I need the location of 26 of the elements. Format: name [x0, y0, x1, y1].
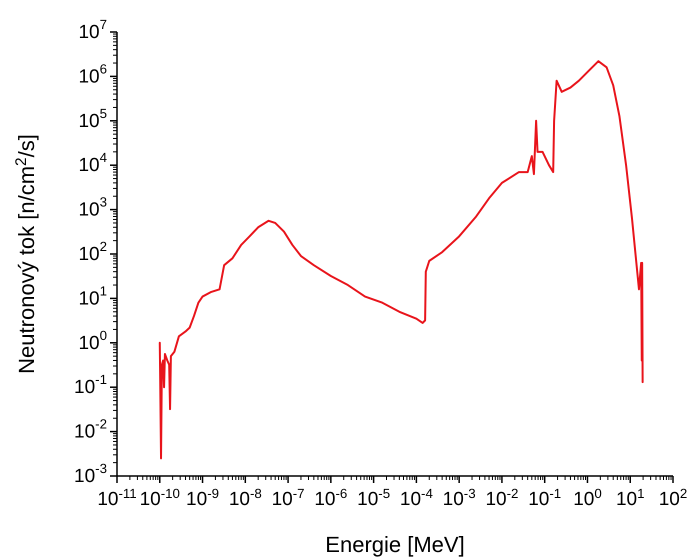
x-tick-label: 10$^{-3}$	[442, 486, 476, 510]
x-tick-label: 10$^{-8}$	[228, 486, 262, 510]
x-tick-label: 10$^{-9}$	[186, 486, 220, 510]
x-tick-label: 10$^{-1}$	[528, 486, 562, 510]
y-tick-label: 10$^{4}$	[78, 150, 107, 176]
y-tick-label: 10$^{3}$	[78, 194, 107, 220]
x-tick-label: 10$^{2}$	[658, 486, 688, 510]
x-axis-title: Energie [MeV]	[325, 532, 465, 557]
y-tick-label: 10$^{-1}$	[74, 372, 107, 398]
x-tick-label: 10$^{-7}$	[272, 486, 305, 510]
y-tick-label: 10$^{6}$	[78, 61, 107, 87]
x-tick-label: 10$^{1}$	[616, 486, 645, 510]
y-tick-label: 10$^{2}$	[78, 239, 107, 264]
y-tick-label: 10$^{-3}$	[74, 461, 107, 486]
x-tick-label: 10$^{-5}$	[357, 486, 390, 510]
x-tick-label: 10$^{0}$	[573, 486, 602, 510]
x-tick-label: 10$^{-11}$	[97, 486, 137, 510]
y-tick-label: 10$^{7}$	[78, 17, 107, 42]
x-tick-label: 10$^{-10}$	[140, 486, 180, 510]
y-tick-label: 10$^{-2}$	[74, 416, 107, 442]
x-tick-label: 10$^{-6}$	[314, 486, 348, 510]
y-tick-label: 10$^{5}$	[78, 106, 107, 132]
x-tick-label: 10$^{-2}$	[485, 486, 518, 510]
y-tick-label: 10$^{1}$	[78, 283, 107, 309]
x-tick-label: 10$^{-4}$	[400, 486, 433, 510]
y-tick-label: 10$^{0}$	[78, 328, 107, 354]
